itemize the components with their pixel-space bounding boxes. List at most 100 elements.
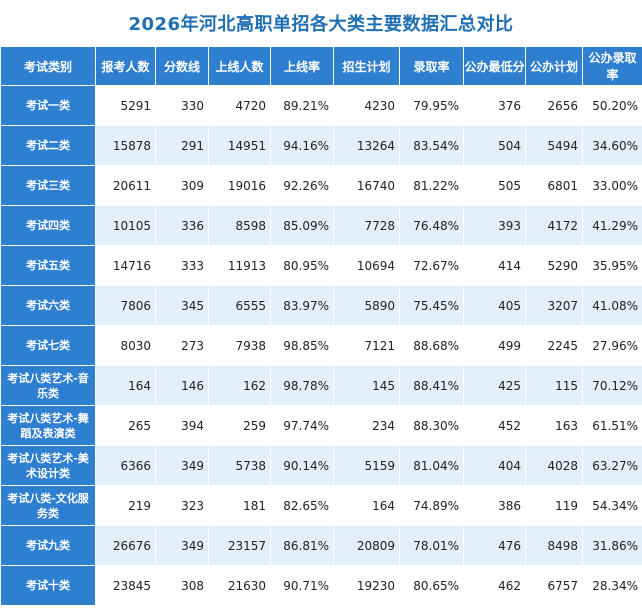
table-cell: 499 (463, 325, 526, 366)
table-cell: 414 (463, 245, 526, 286)
table-row: 考试一类 5291 330 4720 89.21% 4230 79.95% 376 2656 50… (0, 85, 642, 126)
table-cell: 76.48% (399, 205, 464, 246)
table-cell: 80.65% (399, 565, 464, 606)
table-cell: 35.95% (582, 245, 642, 286)
table-cell: 34.60% (582, 125, 642, 166)
table-cell: 145 (333, 365, 400, 406)
table-cell: 21630 (208, 565, 271, 606)
table-cell: 11913 (208, 245, 271, 286)
category-cell: 考试四类 (0, 205, 96, 246)
table-cell: 425 (463, 365, 526, 406)
table-cell: 98.78% (270, 365, 334, 406)
table-cell: 88.30% (399, 405, 464, 446)
table-cell: 41.29% (582, 205, 642, 246)
column-header: 上线人数 (208, 46, 271, 86)
table-header-row: 考试类别 报考人数 分数线 上线人数 上线率 招生计划 录取率 公办最低分 公办计划 公办录取率 (0, 46, 642, 86)
table-cell: 452 (463, 405, 526, 446)
table-cell: 10694 (333, 245, 400, 286)
table-cell: 79.95% (399, 85, 464, 126)
category-cell: 考试九类 (0, 525, 96, 566)
table-cell: 10105 (95, 205, 156, 246)
category-cell: 考试八类艺术-音乐类 (0, 365, 96, 406)
column-header: 上线率 (270, 46, 334, 86)
table-cell: 13264 (333, 125, 400, 166)
table-cell: 5291 (95, 85, 156, 126)
table-cell: 265 (95, 405, 156, 446)
table-cell: 345 (155, 285, 209, 326)
table-cell: 349 (155, 525, 209, 566)
table-cell: 83.97% (270, 285, 334, 326)
table-cell: 336 (155, 205, 209, 246)
table-cell: 33.00% (582, 165, 642, 206)
table-cell: 6757 (525, 565, 583, 606)
table-cell: 72.67% (399, 245, 464, 286)
table-cell: 92.26% (270, 165, 334, 206)
table-cell: 405 (463, 285, 526, 326)
table-cell: 90.14% (270, 445, 334, 486)
table-cell: 162 (208, 365, 271, 406)
table-cell: 19016 (208, 165, 271, 206)
table-row: 考试八类-文化服务类 219 323 181 82.65% 164 74.89% 386 119… (0, 485, 642, 526)
table-cell: 163 (525, 405, 583, 446)
table-cell: 273 (155, 325, 209, 366)
table-cell: 259 (208, 405, 271, 446)
column-header: 分数线 (155, 46, 209, 86)
table-row: 考试四类 10105 336 8598 85.09% 7728 76.48% 393 4172 4… (0, 205, 642, 246)
table-cell: 41.08% (582, 285, 642, 326)
table-cell: 2656 (525, 85, 583, 126)
category-cell: 考试二类 (0, 125, 96, 166)
column-header: 公办计划 (525, 46, 583, 86)
table-cell: 4028 (525, 445, 583, 486)
category-cell: 考试十类 (0, 565, 96, 606)
table-cell: 323 (155, 485, 209, 526)
table-cell: 394 (155, 405, 209, 446)
table-cell: 8498 (525, 525, 583, 566)
category-cell: 考试八类-文化服务类 (0, 485, 96, 526)
table-cell: 393 (463, 205, 526, 246)
table-cell: 504 (463, 125, 526, 166)
table-cell: 115 (525, 365, 583, 406)
table-row: 考试五类 14716 333 11913 80.95% 10694 72.67% 414 529… (0, 245, 642, 286)
table-row: 考试七类 8030 273 7938 98.85% 7121 88.68% 499 2245 27… (0, 325, 642, 366)
table-cell: 14716 (95, 245, 156, 286)
column-header: 报考人数 (95, 46, 156, 86)
table-row: 考试六类 7806 345 6555 83.97% 5890 75.45% 405 3207 41… (0, 285, 642, 326)
table-cell: 7938 (208, 325, 271, 366)
table-cell: 61.51% (582, 405, 642, 446)
table-cell: 81.04% (399, 445, 464, 486)
table-cell: 5159 (333, 445, 400, 486)
table-row: 考试三类 20611 309 19016 92.26% 16740 81.22% 505 680… (0, 165, 642, 206)
table-cell: 75.45% (399, 285, 464, 326)
table-cell: 14951 (208, 125, 271, 166)
table-cell: 31.86% (582, 525, 642, 566)
table-cell: 164 (333, 485, 400, 526)
table-cell: 16740 (333, 165, 400, 206)
column-header: 招生计划 (333, 46, 400, 86)
category-cell: 考试一类 (0, 85, 96, 126)
table-cell: 80.95% (270, 245, 334, 286)
table-cell: 333 (155, 245, 209, 286)
table-cell: 349 (155, 445, 209, 486)
summary-table: 考试类别 报考人数 分数线 上线人数 上线率 招生计划 录取率 公办最低分 公办计划 公办录取率 … (0, 46, 642, 606)
table-cell: 505 (463, 165, 526, 206)
table-cell: 90.71% (270, 565, 334, 606)
table-cell: 23845 (95, 565, 156, 606)
table-cell: 20611 (95, 165, 156, 206)
category-cell: 考试七类 (0, 325, 96, 366)
table-cell: 5290 (525, 245, 583, 286)
table-cell: 330 (155, 85, 209, 126)
column-header: 考试类别 (0, 46, 96, 86)
table-cell: 8598 (208, 205, 271, 246)
table-cell: 23157 (208, 525, 271, 566)
table-cell: 404 (463, 445, 526, 486)
table-cell: 291 (155, 125, 209, 166)
table-cell: 164 (95, 365, 156, 406)
table-cell: 27.96% (582, 325, 642, 366)
table-cell: 309 (155, 165, 209, 206)
table-cell: 15878 (95, 125, 156, 166)
table-cell: 462 (463, 565, 526, 606)
table-cell: 89.21% (270, 85, 334, 126)
table-cell: 7806 (95, 285, 156, 326)
table-cell: 2245 (525, 325, 583, 366)
page-title: 2026年河北高职单招各大类主要数据汇总对比 (128, 14, 514, 35)
